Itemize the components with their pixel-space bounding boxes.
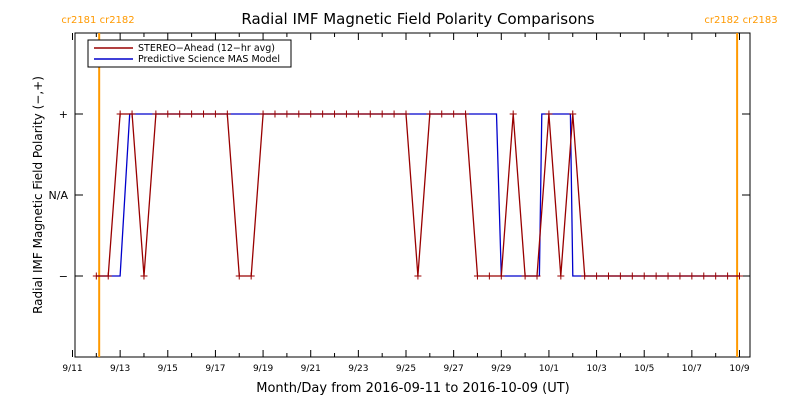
x-tick-label: 9/17	[205, 364, 225, 374]
data-point-marker	[676, 272, 684, 280]
rotation-markers	[98, 33, 739, 357]
y-tick-label: +	[59, 108, 68, 121]
data-point-marker	[569, 110, 577, 118]
data-point-marker	[259, 110, 267, 118]
y-axis-label: Radial IMF Magnetic Field Polarity (−,+)	[31, 76, 45, 314]
y-axis: + N/A −	[49, 108, 750, 283]
data-point-marker	[307, 110, 315, 118]
data-point-marker	[116, 110, 124, 118]
x-tick-label: 9/29	[491, 364, 511, 374]
x-axis: 9/11 9/13 9/15 9/17 9/19 9/21 9/23 9/25 9/27 9/29…	[62, 33, 750, 374]
x-tick-label: 9/21	[301, 364, 321, 374]
data-point-marker	[700, 272, 708, 280]
data-point-marker	[164, 110, 172, 118]
data-point-marker	[497, 272, 505, 280]
x-tick-label: 9/25	[396, 364, 416, 374]
data-point-marker	[176, 110, 184, 118]
data-point-marker	[593, 272, 601, 280]
data-point-marker	[712, 272, 720, 280]
plot-area: 9/11 9/13 9/15 9/17 9/19 9/21 9/23 9/25 9/27 9/29…	[49, 32, 751, 374]
data-point-marker	[426, 110, 434, 118]
data-point-marker	[223, 110, 231, 118]
data-point-marker	[378, 110, 386, 118]
data-point-marker	[414, 272, 422, 280]
x-tick-label: 10/3	[586, 364, 606, 374]
data-point-marker	[628, 272, 636, 280]
data-point-marker	[724, 272, 732, 280]
data-point-marker	[485, 272, 493, 280]
data-point-marker	[533, 272, 541, 280]
legend-label-model: Predictive Science MAS Model	[138, 54, 280, 65]
data-point-marker	[616, 272, 624, 280]
x-tick-label: 9/19	[253, 364, 273, 374]
data-point-marker	[366, 110, 374, 118]
data-point-marker	[604, 272, 612, 280]
data-point-marker	[235, 272, 243, 280]
data-point-marker	[211, 110, 219, 118]
series-line-stereo	[96, 113, 740, 277]
x-tick-label: 9/23	[348, 364, 368, 374]
legend-box	[87, 39, 292, 68]
data-point-marker	[521, 272, 529, 280]
x-tick-label: 9/11	[62, 364, 82, 374]
data-point-marker	[140, 272, 148, 280]
data-point-marker	[736, 272, 743, 280]
series-layer	[92, 110, 743, 280]
data-point-marker	[283, 110, 291, 118]
x-axis-label: Month/Day from 2016-09-11 to 2016-10-09 …	[256, 381, 569, 396]
data-point-marker	[342, 110, 350, 118]
data-point-marker	[438, 110, 446, 118]
y-tick-label: −	[59, 270, 68, 283]
data-point-marker	[688, 272, 696, 280]
data-point-marker	[545, 110, 553, 118]
x-tick-label: 9/13	[110, 364, 130, 374]
data-point-marker	[509, 110, 517, 118]
data-point-marker	[652, 272, 660, 280]
series-line-model	[96, 113, 740, 277]
data-point-marker	[473, 272, 481, 280]
x-tick-label: 10/5	[634, 364, 654, 374]
x-tick-label: 10/1	[539, 364, 559, 374]
data-point-marker	[354, 110, 362, 118]
x-tick-label: 9/15	[158, 364, 178, 374]
data-point-marker	[390, 110, 398, 118]
data-point-marker	[319, 110, 327, 118]
x-tick-label: 10/7	[682, 364, 702, 374]
data-point-marker	[295, 110, 303, 118]
data-point-marker	[200, 110, 208, 118]
y-tick-label: N/A	[49, 189, 69, 202]
data-point-marker	[188, 110, 196, 118]
x-tick-label: 9/27	[444, 364, 464, 374]
data-point-marker	[152, 110, 160, 118]
data-point-marker	[402, 110, 410, 118]
data-point-marker	[271, 110, 279, 118]
cr-marker-label-right: cr2182 cr2183	[704, 15, 777, 26]
data-point-marker	[247, 272, 255, 280]
x-tick-label: 10/9	[729, 364, 749, 374]
chart-title: Radial IMF Magnetic Field Polarity Compa…	[241, 10, 594, 28]
data-point-marker	[581, 272, 589, 280]
data-point-marker	[462, 110, 470, 118]
data-point-marker	[104, 272, 112, 280]
data-point-marker	[557, 272, 565, 280]
cr-marker-label-left: cr2181 cr2182	[61, 15, 134, 26]
data-point-marker	[331, 110, 339, 118]
data-point-marker	[664, 272, 672, 280]
legend: STEREO−Ahead (12−hr avg) Predictive Scie…	[87, 39, 292, 68]
data-point-marker	[128, 110, 136, 118]
legend-label-stereo: STEREO−Ahead (12−hr avg)	[138, 43, 275, 54]
data-point-marker	[92, 272, 100, 280]
data-point-marker	[640, 272, 648, 280]
data-point-marker	[450, 110, 458, 118]
